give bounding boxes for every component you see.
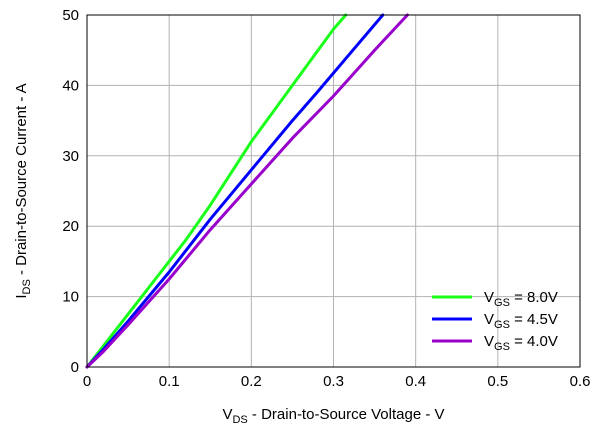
- x-tick-label: 0.4: [405, 373, 426, 390]
- x-axis-title-main: V: [222, 406, 232, 423]
- series-line-3: [85, 13, 409, 369]
- y-axis-ticks: 0 10 20 30 40 50: [62, 7, 79, 376]
- plot-frame: [86, 14, 581, 368]
- x-axis-ticks: 0 0.1 0.2 0.3 0.4 0.5 0.6: [83, 373, 591, 390]
- x-axis-title: VDS - Drain-to-Source Voltage - V: [222, 406, 444, 426]
- x-tick-label: 0.5: [487, 373, 508, 390]
- y-tick-label: 30: [62, 148, 79, 165]
- legend-label: VGS = 8.0V: [484, 289, 558, 309]
- y-tick-label: 40: [62, 77, 79, 94]
- legend-label: VGS = 4.0V: [484, 333, 558, 353]
- y-axis-title-main: I: [13, 295, 30, 299]
- y-axis-title-rest: - Drain-to-Source Current - A: [13, 83, 30, 279]
- x-tick-label: 0.6: [570, 373, 591, 390]
- series-layer: [85, 13, 409, 369]
- x-tick-label: 0.1: [159, 373, 180, 390]
- y-tick-label: 10: [62, 289, 79, 306]
- y-tick-label: 50: [62, 7, 79, 24]
- legend-label: VGS = 4.5V: [484, 311, 558, 331]
- x-tick-label: 0: [83, 373, 91, 390]
- y-axis-title-sub: DS: [21, 279, 33, 294]
- series-line-1: [85, 13, 348, 369]
- x-axis-title-rest: - Drain-to-Source Voltage - V: [248, 406, 445, 423]
- y-tick-label: 20: [62, 218, 79, 235]
- y-tick-label: 0: [71, 359, 79, 376]
- grid-lines: [87, 15, 580, 367]
- x-tick-label: 0.3: [323, 373, 344, 390]
- x-axis-title-sub: DS: [232, 414, 247, 426]
- y-axis-title: IDS - Drain-to-Source Current - A: [13, 83, 33, 298]
- series-line-2: [85, 13, 385, 369]
- x-tick-label: 0.2: [241, 373, 262, 390]
